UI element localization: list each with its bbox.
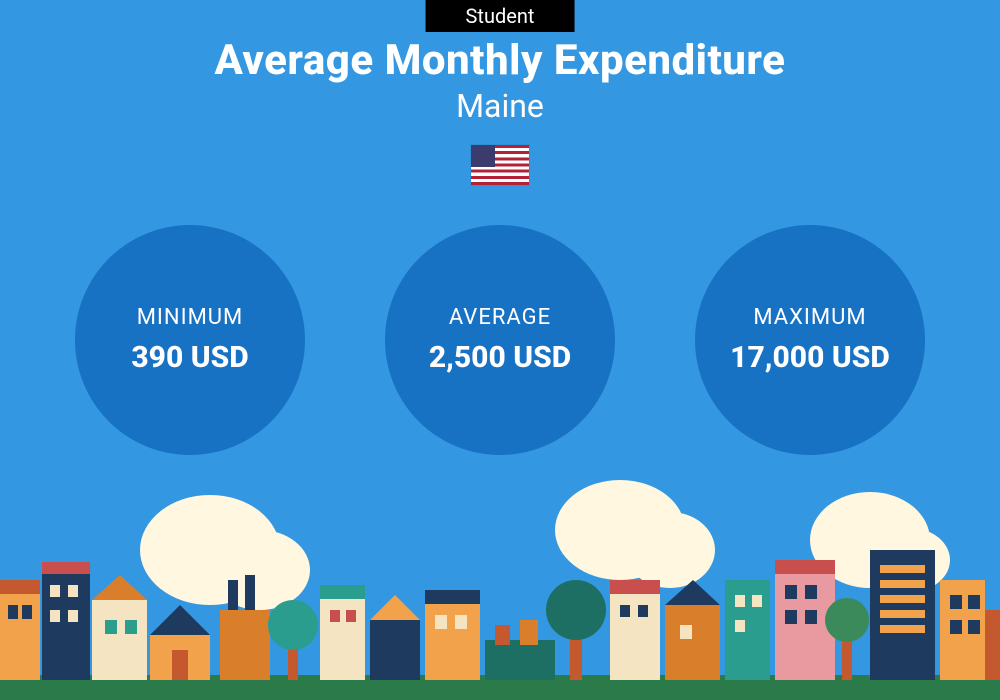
stat-value: 2,500 USD [429, 340, 571, 375]
stat-circle-average: AVERAGE 2,500 USD [385, 225, 615, 455]
badge-label: Student [466, 4, 535, 28]
stat-label: MAXIMUM [753, 305, 866, 330]
stat-circle-maximum: MAXIMUM 17,000 USD [695, 225, 925, 455]
cityscape-illustration [0, 480, 1000, 700]
flag-icon [471, 145, 529, 185]
stat-circles: MINIMUM 390 USD AVERAGE 2,500 USD MAXIMU… [0, 225, 1000, 455]
stat-value: 17,000 USD [730, 340, 890, 375]
page-subtitle: Maine [0, 87, 1000, 125]
stat-circle-minimum: MINIMUM 390 USD [75, 225, 305, 455]
stat-value: 390 USD [131, 340, 248, 375]
stat-label: AVERAGE [449, 305, 551, 330]
page-title: Average Monthly Expenditure [0, 36, 1000, 85]
stat-label: MINIMUM [137, 305, 244, 330]
category-badge: Student [426, 0, 575, 32]
